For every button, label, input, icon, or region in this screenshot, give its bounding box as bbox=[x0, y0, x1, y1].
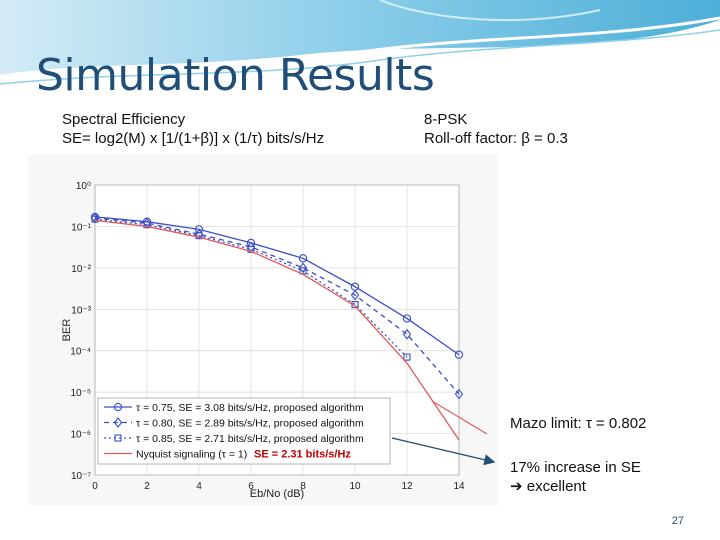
spectral-efficiency-text: Spectral Efficiency SE= log2(M) x [1/(1+… bbox=[62, 110, 324, 148]
grid bbox=[94, 184, 460, 476]
x-tick-label: 8 bbox=[300, 481, 306, 492]
slide-title: Simulation Results bbox=[36, 50, 435, 101]
y-tick-label: 10⁻¹ bbox=[71, 222, 91, 233]
y-axis-label: BER bbox=[61, 319, 73, 342]
data-point bbox=[350, 289, 360, 301]
data-point bbox=[113, 402, 123, 412]
x-axis-label: Eb/No (dB) bbox=[250, 488, 304, 500]
data-point bbox=[298, 262, 308, 274]
x-tick-label: 10 bbox=[349, 481, 361, 492]
spectral-efficiency-label: Spectral Efficiency bbox=[62, 111, 186, 128]
increase-annotation: 17% increase in SE ➔ excellent bbox=[510, 458, 641, 496]
mazo-limit-annotation: Mazo limit: τ = 0.802 bbox=[510, 415, 647, 432]
data-point bbox=[454, 388, 464, 400]
legend-entry: τ = 0.80, SE = 2.89 bits/s/Hz, proposed … bbox=[136, 418, 364, 430]
y-tick-label: 10⁻⁵ bbox=[70, 388, 91, 399]
modulation-label: 8-PSK bbox=[424, 111, 468, 128]
y-tick-labels: 10⁰ 10⁻¹ 10⁻² 10⁻³ 10⁻⁴ 10⁻⁵ 10⁻⁶ 10⁻⁷ bbox=[70, 181, 91, 482]
legend-entry: Nyquist signaling (τ = 1) bbox=[136, 449, 247, 461]
series-4 bbox=[94, 219, 460, 441]
x-tick-label: 6 bbox=[248, 481, 254, 492]
x-tick-label: 0 bbox=[92, 481, 98, 492]
series-line bbox=[94, 219, 460, 441]
increase-arrow bbox=[391, 437, 496, 466]
header-wave-decoration bbox=[0, 0, 720, 85]
increase-label: 17% increase in SE bbox=[510, 459, 641, 476]
y-tick-label: 10⁻³ bbox=[71, 305, 91, 316]
data-point bbox=[91, 215, 99, 223]
data-point bbox=[402, 314, 412, 323]
data-point bbox=[298, 254, 308, 263]
series-3 bbox=[91, 215, 411, 361]
x-tick-label: 14 bbox=[453, 481, 465, 492]
legend: τ = 0.75, SE = 3.08 bits/s/Hz, proposed … bbox=[97, 397, 391, 465]
legend-entry: τ = 0.75, SE = 3.08 bits/s/Hz, proposed … bbox=[136, 402, 364, 414]
y-tick-label: 10⁰ bbox=[76, 181, 91, 192]
series-group bbox=[90, 212, 464, 441]
legend-extra-se: SE = 2.31 bits/s/Hz bbox=[254, 449, 351, 461]
y-tick-label: 10⁻⁶ bbox=[70, 430, 91, 441]
y-tick-label: 10⁻⁴ bbox=[70, 347, 91, 358]
y-tick-label: 10⁻² bbox=[71, 264, 91, 275]
data-point bbox=[403, 353, 411, 361]
se-formula: SE= log2(M) x [1/(1+β)] x (1/τ) bits/s/H… bbox=[62, 130, 325, 147]
legend-box bbox=[97, 397, 391, 465]
data-point bbox=[143, 221, 151, 229]
data-point bbox=[195, 232, 203, 240]
data-point bbox=[114, 434, 122, 442]
data-point bbox=[247, 245, 255, 253]
mazo-pointer-line bbox=[431, 400, 488, 435]
legend-entry: τ = 0.85, SE = 2.71 bits/s/Hz, proposed … bbox=[136, 433, 364, 445]
y-tick-label: 10⁻⁷ bbox=[71, 471, 91, 482]
rolloff-label: Roll-off factor: β = 0.3 bbox=[424, 130, 568, 147]
x-tick-label: 4 bbox=[196, 481, 202, 492]
x-tick-labels: 0 2 4 6 8 10 12 14 bbox=[92, 481, 465, 492]
x-tick-label: 12 bbox=[401, 481, 413, 492]
data-point bbox=[113, 417, 123, 428]
data-point bbox=[402, 328, 412, 340]
data-point bbox=[454, 350, 464, 359]
series-line bbox=[94, 216, 460, 356]
ber-chart: 10⁰ 10⁻¹ 10⁻² 10⁻³ 10⁻⁴ 10⁻⁵ 10⁻⁶ 10⁻⁷ 0 2 4 6 8 10 1… bbox=[28, 155, 498, 505]
page-number: 27 bbox=[671, 515, 684, 527]
modulation-info: 8-PSK Roll-off factor: β = 0.3 bbox=[424, 110, 568, 148]
series-line bbox=[94, 217, 460, 395]
excellent-label: ➔ excellent bbox=[510, 478, 586, 495]
x-tick-label: 2 bbox=[144, 481, 150, 492]
